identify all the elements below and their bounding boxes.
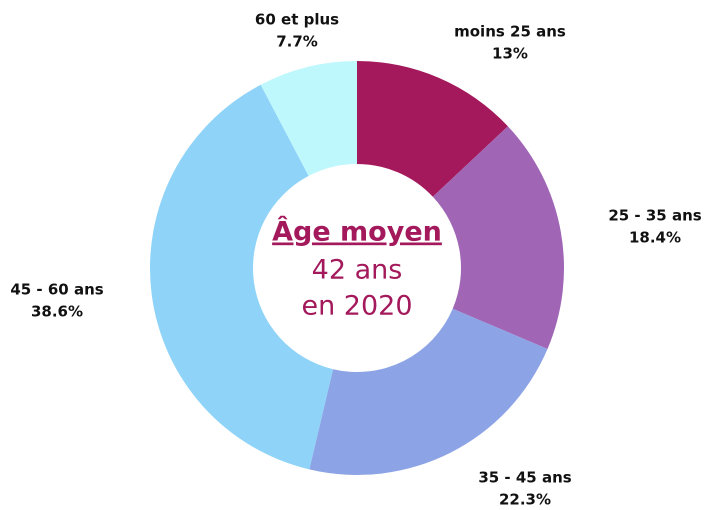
slice-value-label: 13% [492,45,528,63]
slice-value-label: 38.6% [31,303,83,321]
slice-label: moins 25 ans [454,23,566,41]
center-title: Âge moyen [272,216,442,248]
slice-label: 45 - 60 ans [10,281,103,299]
slice-value-label: 22.3% [499,491,551,509]
slice-label: 25 - 35 ans [608,207,701,225]
slice [357,61,508,197]
slice-label: 35 - 45 ans [478,469,571,487]
slice [260,61,357,176]
center-line: 42 ans [312,255,403,286]
slice [309,308,548,475]
slice-value-label: 18.4% [629,229,681,247]
slice [432,126,564,350]
slice [149,84,334,470]
slice-value-label: 7.7% [276,33,318,51]
slice-label: 60 et plus [255,11,339,29]
center-line: en 2020 [301,291,412,322]
